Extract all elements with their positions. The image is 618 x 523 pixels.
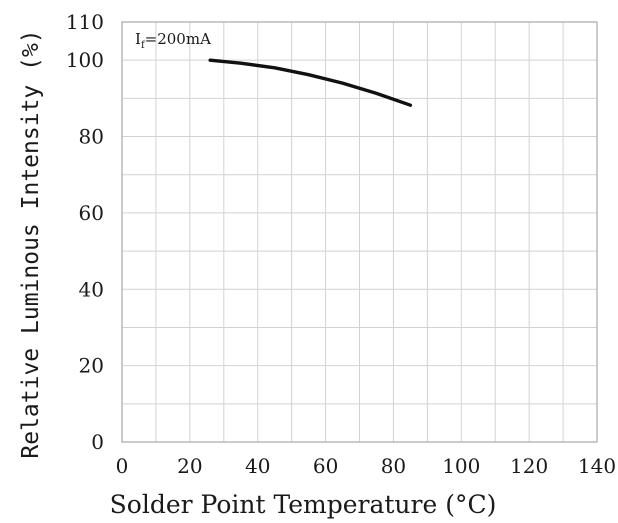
- annotation-rest: =200mA: [145, 30, 211, 48]
- condition-annotation: If=200mA: [135, 30, 211, 51]
- x-axis-title: Solder Point Temperature (°C): [110, 490, 497, 519]
- x-tick-label: 100: [442, 454, 480, 478]
- plot-frame: [121, 21, 598, 443]
- y-tick-label: 0: [91, 430, 104, 454]
- series-line: [208, 58, 413, 107]
- x-tick-label: 20: [177, 454, 202, 478]
- x-tick-label: 40: [245, 454, 270, 478]
- x-tick-label: 120: [510, 454, 548, 478]
- annotation-main: I: [135, 30, 141, 48]
- x-tick-labels: 0 20 40 60 80 100 120 140: [116, 454, 616, 478]
- series-layer: [208, 58, 413, 107]
- x-tick-label: 140: [578, 454, 616, 478]
- y-axis-title: Relative Luminous Intensity (%): [18, 29, 44, 458]
- y-tick-label: 20: [79, 354, 104, 378]
- y-tick-labels: 0 20 40 60 80 100 110: [66, 10, 104, 454]
- x-tick-label: 0: [116, 454, 129, 478]
- y-tick-label: 40: [79, 277, 104, 301]
- y-tick-label: 80: [79, 125, 104, 149]
- x-tick-label: 60: [313, 454, 338, 478]
- y-tick-label: 110: [66, 10, 104, 34]
- grid: [122, 22, 597, 442]
- x-tick-label: 80: [381, 454, 406, 478]
- annotation-subscript: f: [141, 40, 146, 51]
- y-tick-label: 100: [66, 48, 104, 72]
- y-tick-label: 60: [79, 201, 104, 225]
